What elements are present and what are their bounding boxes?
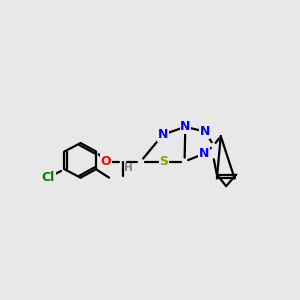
Text: N: N: [199, 147, 209, 160]
Text: H: H: [124, 163, 133, 173]
Text: N: N: [180, 120, 190, 134]
Text: N: N: [200, 125, 210, 138]
Text: N: N: [158, 128, 168, 141]
Text: S: S: [159, 155, 168, 168]
Text: Cl: Cl: [42, 171, 55, 184]
Text: O: O: [101, 155, 111, 168]
